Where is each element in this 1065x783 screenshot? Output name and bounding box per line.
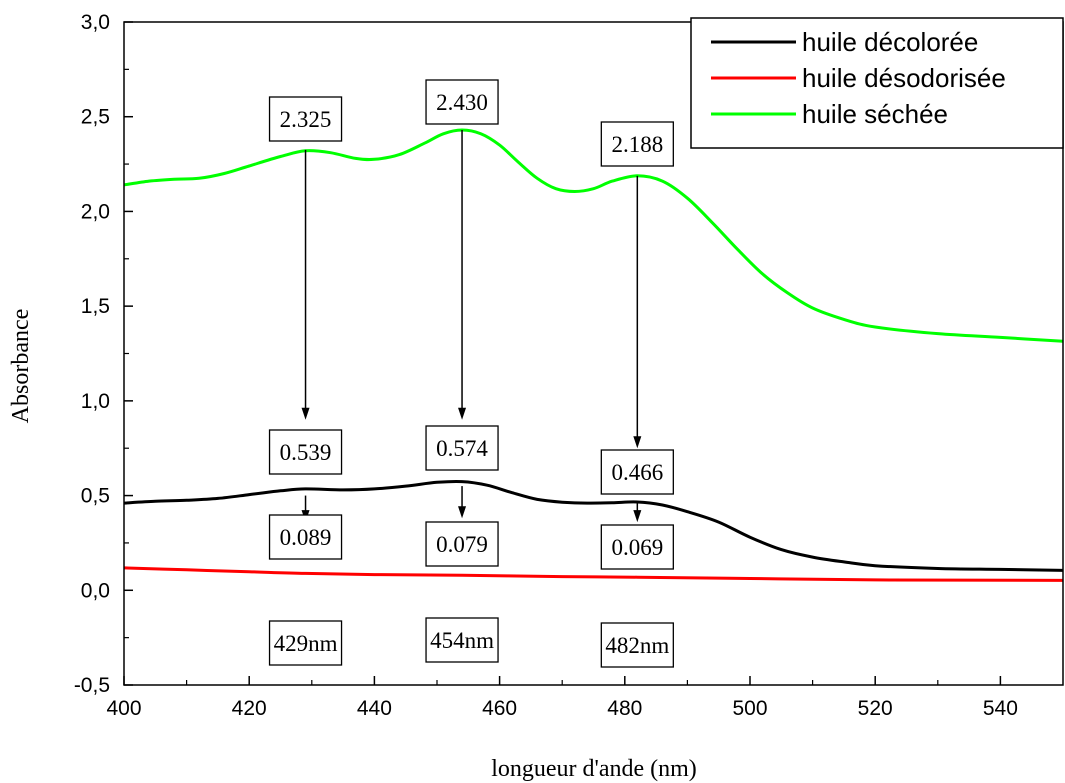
arrow-head-1 (458, 407, 467, 420)
wavelength-label-1: 454nm (425, 617, 499, 663)
y-tick-label-1: 0,0 (81, 579, 110, 602)
value-label-2-text: 2.188 (611, 132, 663, 157)
value-label-4-frame (425, 425, 499, 471)
value-label-3-frame (268, 429, 343, 475)
x-tick-label-7: 540 (983, 697, 1018, 720)
value-label-5-text: 0.466 (611, 460, 663, 485)
wavelength-label-2: 482nm (600, 622, 674, 668)
y-tick-label-5: 2,0 (81, 200, 110, 223)
axes: 400 420 440 460 480 500 520 540 -0,5 0,0 0,5 1,0 1,5… (74, 11, 1064, 720)
wavelength-label-1-text: 454nm (430, 628, 494, 653)
wavelength-label-0-frame (268, 620, 343, 666)
x-tick-label-6: 520 (858, 697, 893, 720)
value-label-2-frame (600, 121, 674, 167)
data-curves (123, 128, 1064, 582)
legend-label-1: huile désodorisée (802, 63, 1006, 93)
value-label-3-text: 0.539 (280, 440, 332, 465)
legend-frame (690, 17, 1064, 149)
wavelength-label-1-frame (425, 617, 499, 663)
legend-label-0: huile décolorée (802, 27, 978, 57)
arrow-head-5 (633, 510, 642, 523)
y-axis-title: Absorbance (8, 309, 34, 424)
value-label-8-text: 0.069 (611, 535, 663, 560)
value-label-3: 0.539 (268, 429, 343, 475)
x-tick-label-1: 420 (232, 697, 267, 720)
y-tick-label-2: 0,5 (81, 485, 110, 508)
x-axis-title: longueur d'ande (nm) (491, 756, 697, 782)
x-tick-label-3: 460 (482, 697, 517, 720)
value-label-7-text: 0.079 (436, 532, 488, 557)
wavelength-label-2-frame (600, 622, 674, 668)
value-label-6: 0.089 (268, 514, 343, 560)
value-label-1-text: 2.430 (436, 90, 488, 115)
value-label-1: 2.430 (425, 79, 499, 125)
wavelength-label-0: 429nm (268, 620, 343, 666)
series-line-1 (123, 566, 1064, 582)
value-label-5-frame (600, 449, 674, 495)
annotation-boxes: 2.325 2.430 2.188 0.539 0.574 0.466 0.089 0.079… (268, 79, 674, 668)
value-label-5: 0.466 (600, 449, 674, 495)
y-tick-label-6: 2,5 (81, 106, 110, 129)
value-label-7: 0.079 (425, 521, 499, 567)
y-tick-label-4: 1,5 (81, 295, 110, 318)
value-label-0-frame (268, 96, 343, 142)
series-line-2 (123, 128, 1064, 343)
value-label-0-text: 2.325 (280, 107, 332, 132)
arrow-head-4 (458, 506, 467, 519)
value-label-1-frame (425, 79, 499, 125)
y-tick-label-3: 1,0 (81, 390, 110, 413)
arrow-head-2 (633, 436, 642, 449)
wavelength-label-0-text: 429nm (274, 631, 338, 656)
y-tick-label-0: -0,5 (74, 674, 110, 697)
arrow-head-0 (301, 407, 310, 420)
series-line-0 (123, 479, 1064, 572)
legend-label-2: huile séchée (802, 99, 948, 129)
legend: huile décolorée huile désodorisée huile sé… (690, 17, 1064, 149)
value-label-6-frame (268, 514, 343, 560)
value-label-7-frame (425, 521, 499, 567)
x-tick-label-4: 480 (607, 697, 642, 720)
value-label-8-frame (600, 524, 674, 570)
value-label-4-text: 0.574 (436, 436, 488, 461)
wavelength-label-2-text: 482nm (605, 633, 669, 658)
x-tick-label-0: 400 (106, 697, 141, 720)
y-tick-label-7: 3,0 (81, 11, 110, 34)
value-label-6-text: 0.089 (280, 525, 332, 550)
x-tick-label-5: 500 (732, 697, 767, 720)
value-label-4: 0.574 (425, 425, 499, 471)
value-label-2: 2.188 (600, 121, 674, 167)
value-label-0: 2.325 (268, 96, 343, 142)
annotation-arrows (301, 129, 642, 523)
value-label-8: 0.069 (600, 524, 674, 570)
x-tick-label-2: 440 (357, 697, 392, 720)
